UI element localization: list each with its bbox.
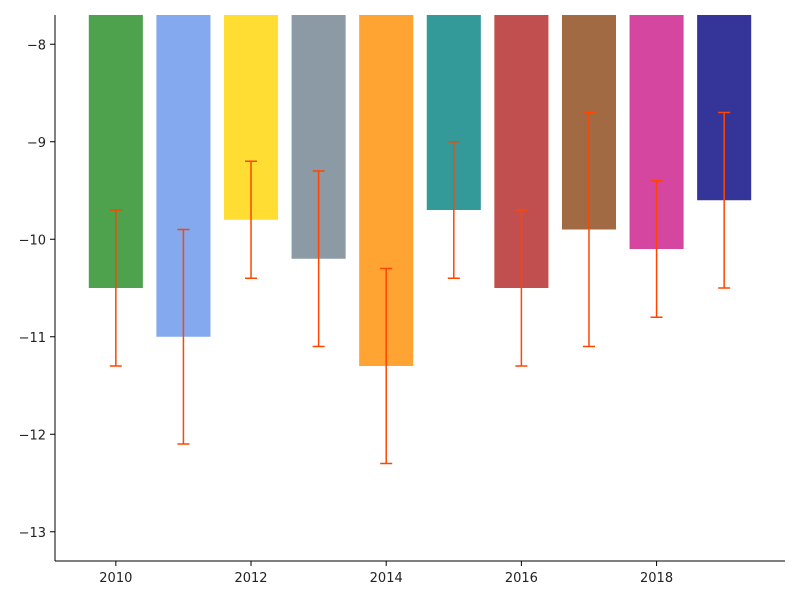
x-tick-label-2012: 2012 [234, 571, 267, 586]
error-bar-2019 [718, 111, 731, 289]
x-tick-label-2010: 2010 [99, 571, 132, 586]
y-tick-label: −13 [19, 526, 46, 541]
x-tick-label-2014: 2014 [370, 571, 403, 586]
error-bar-2012 [245, 160, 258, 279]
error-bar-2016 [515, 209, 528, 367]
bars [88, 15, 752, 366]
y-axis-ticks: −13 −12 −11 −10 −9 −8 [19, 38, 55, 541]
y-tick-label: −10 [19, 233, 46, 248]
y-tick-label: −9 [27, 136, 46, 151]
error-bar-2013 [312, 170, 325, 348]
error-bar-2011 [177, 228, 190, 445]
x-tick-label-2016: 2016 [505, 571, 538, 586]
error-bar-2010 [109, 209, 122, 367]
error-bar-2017 [582, 111, 595, 348]
y-tick-label: −11 [19, 331, 46, 346]
error-bar-2018 [650, 180, 663, 318]
error-bar-2014 [380, 267, 393, 465]
y-tick-label: −12 [19, 428, 46, 443]
x-axis-ticks: 2010 2012 2014 2016 2018 [99, 561, 673, 586]
y-tick-label: −8 [27, 38, 46, 53]
x-tick-label-2018: 2018 [640, 571, 673, 586]
error-bar-2015 [447, 141, 460, 279]
error-bars [109, 111, 731, 465]
